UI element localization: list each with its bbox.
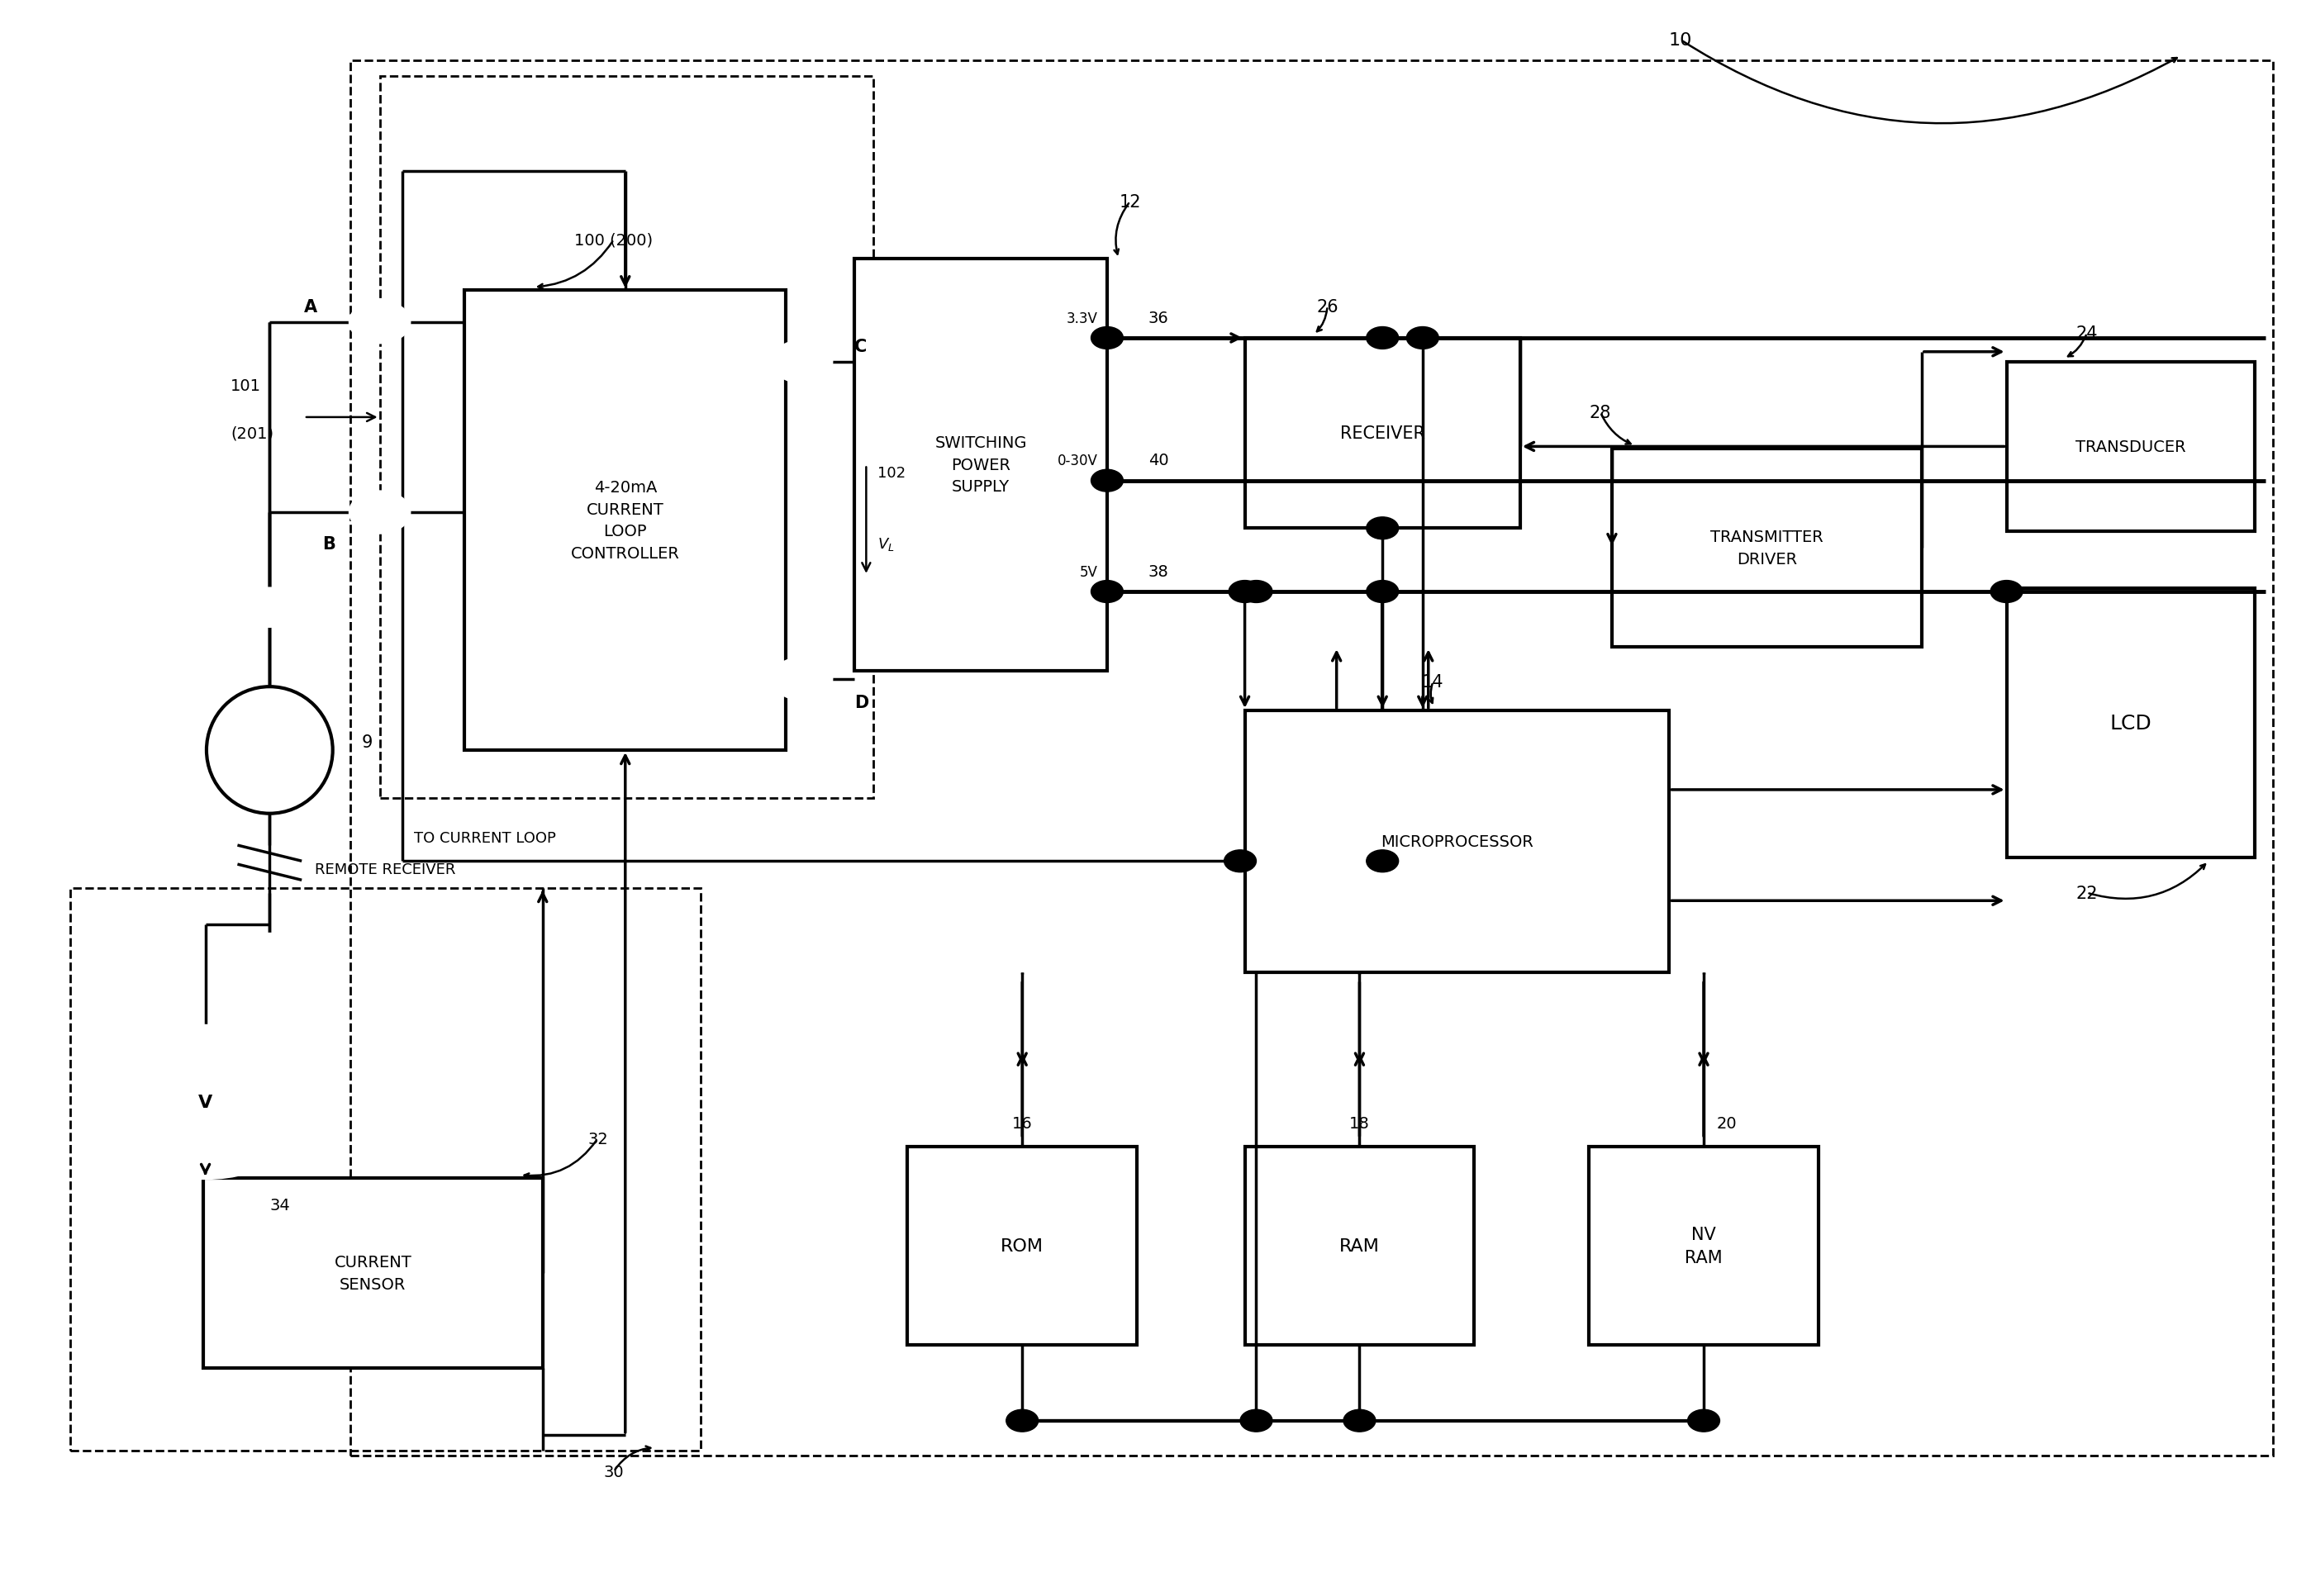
Text: ROM: ROM	[1001, 1237, 1045, 1254]
Text: $V_L$: $V_L$	[879, 536, 895, 552]
Text: TO CURRENT LOOP: TO CURRENT LOOP	[415, 830, 556, 846]
Circle shape	[1344, 1409, 1377, 1432]
Text: 30: 30	[604, 1464, 625, 1479]
Text: A: A	[304, 298, 318, 314]
Text: 9: 9	[362, 734, 374, 750]
Circle shape	[1224, 851, 1257, 873]
Circle shape	[1091, 327, 1123, 350]
Text: 100 (200): 100 (200)	[574, 233, 653, 247]
Text: D: D	[856, 694, 869, 712]
Circle shape	[1091, 469, 1123, 492]
Text: 36: 36	[1148, 310, 1169, 326]
Circle shape	[242, 934, 297, 972]
Text: NV
RAM: NV RAM	[1686, 1226, 1723, 1266]
Text: B: B	[323, 536, 337, 552]
Text: 20: 20	[1716, 1116, 1736, 1130]
Circle shape	[95, 1026, 316, 1178]
Circle shape	[351, 492, 410, 533]
Bar	[856, 259, 1107, 672]
Text: TRANSMITTER
DRIVER: TRANSMITTER DRIVER	[1711, 530, 1824, 567]
Text: REMOTE RECEIVER: REMOTE RECEIVER	[316, 862, 457, 878]
Text: (201): (201)	[231, 426, 274, 442]
Text: C: C	[856, 338, 867, 354]
Bar	[203, 1178, 542, 1368]
Text: 12: 12	[1118, 195, 1141, 211]
Bar	[380, 77, 874, 798]
Text: TRANSDUCER: TRANSDUCER	[2075, 439, 2186, 455]
Bar	[69, 889, 701, 1451]
Bar	[464, 290, 786, 750]
Ellipse shape	[208, 688, 332, 814]
Circle shape	[242, 589, 297, 627]
Circle shape	[773, 659, 832, 699]
Circle shape	[351, 302, 410, 343]
Circle shape	[1367, 581, 1397, 603]
Text: V: V	[198, 1093, 212, 1111]
Circle shape	[1241, 581, 1273, 603]
Text: 14: 14	[1423, 674, 1444, 691]
Bar	[1245, 1146, 1474, 1345]
Text: 3.3V: 3.3V	[1068, 311, 1098, 326]
Text: MICROPROCESSOR: MICROPROCESSOR	[1381, 833, 1533, 849]
Circle shape	[1091, 581, 1123, 603]
Circle shape	[1990, 581, 2022, 603]
Bar	[909, 1146, 1137, 1345]
Text: CURRENT
SENSOR: CURRENT SENSOR	[334, 1254, 410, 1293]
Text: SWITCHING
POWER
SUPPLY: SWITCHING POWER SUPPLY	[934, 436, 1026, 495]
Text: 0-30V: 0-30V	[1058, 453, 1098, 468]
Circle shape	[1407, 327, 1439, 350]
Text: 10: 10	[1670, 32, 1693, 49]
Text: 28: 28	[1589, 405, 1612, 421]
Circle shape	[1367, 327, 1397, 350]
Text: 4-20mA
CURRENT
LOOP
CONTROLLER: 4-20mA CURRENT LOOP CONTROLLER	[572, 480, 680, 562]
Circle shape	[1229, 581, 1261, 603]
Text: 40: 40	[1148, 453, 1169, 468]
Circle shape	[1688, 1409, 1720, 1432]
Text: 101: 101	[231, 378, 261, 394]
Bar	[351, 61, 2274, 1456]
Text: RECEIVER: RECEIVER	[1340, 425, 1425, 442]
Bar	[1612, 450, 1921, 648]
Text: 26: 26	[1317, 298, 1337, 314]
Circle shape	[1241, 1409, 1273, 1432]
Bar	[2006, 362, 2255, 531]
Circle shape	[1367, 851, 1397, 873]
Bar	[1589, 1146, 1819, 1345]
Bar	[2006, 589, 2255, 859]
Text: 18: 18	[1349, 1116, 1370, 1130]
Circle shape	[1367, 517, 1397, 539]
Text: 22: 22	[2075, 884, 2098, 902]
Text: 38: 38	[1148, 563, 1169, 579]
Bar	[1245, 338, 1520, 528]
Text: 32: 32	[588, 1132, 609, 1146]
Text: LCD: LCD	[2110, 713, 2151, 734]
Bar	[1245, 710, 1670, 972]
Circle shape	[1005, 1409, 1038, 1432]
Text: 34: 34	[270, 1197, 291, 1213]
Circle shape	[773, 342, 832, 383]
Text: 16: 16	[1012, 1116, 1033, 1130]
Text: 5V: 5V	[1079, 565, 1098, 579]
Text: RAM: RAM	[1340, 1237, 1379, 1254]
Text: 24: 24	[2075, 326, 2098, 342]
Text: 102: 102	[879, 466, 906, 480]
